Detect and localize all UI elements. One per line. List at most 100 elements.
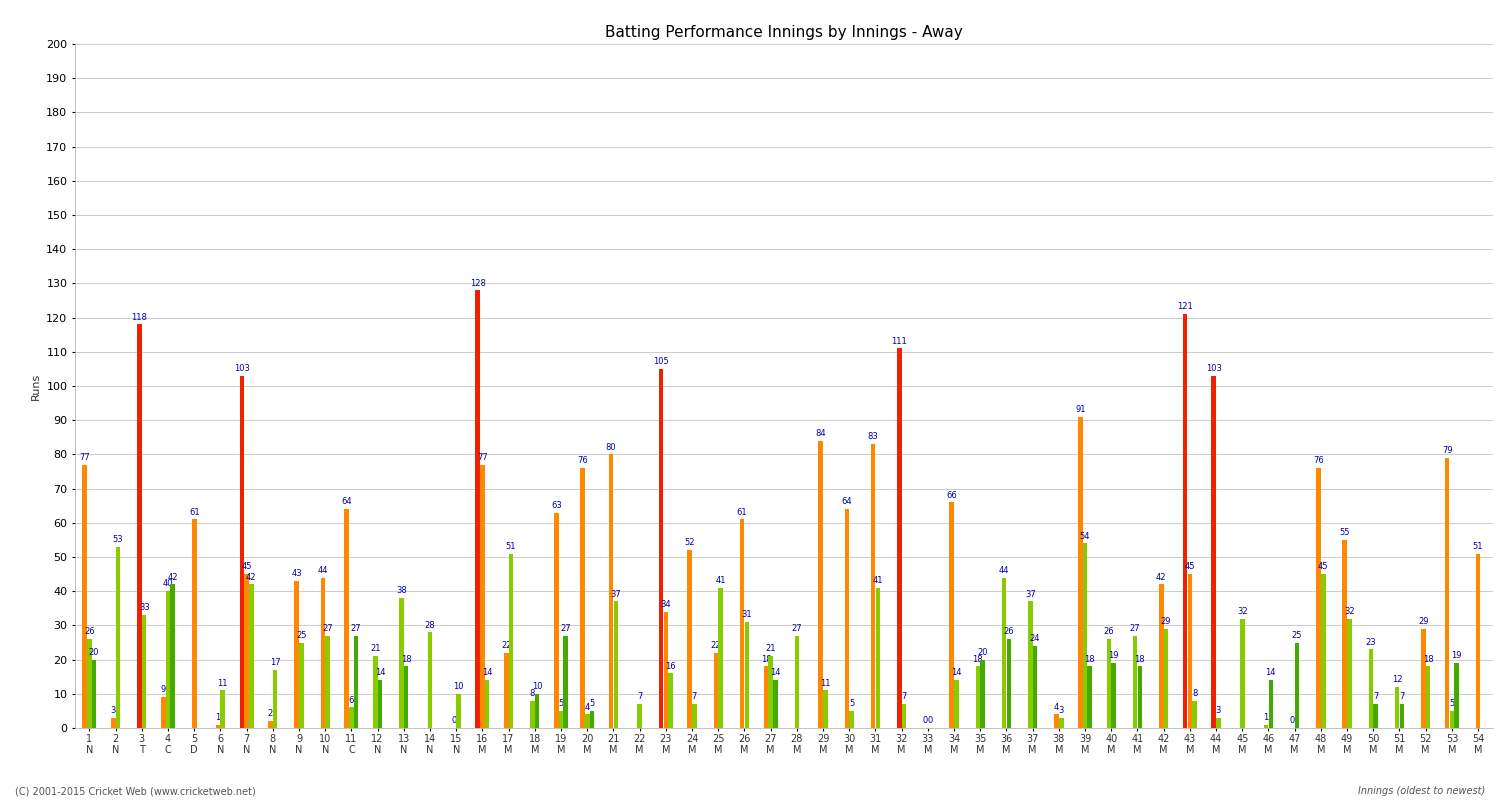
Text: 7: 7	[1372, 692, 1378, 702]
Bar	[1426, 666, 1431, 728]
Text: 43: 43	[291, 570, 302, 578]
Text: 10: 10	[532, 682, 543, 691]
Bar	[663, 612, 668, 728]
Bar	[1132, 636, 1137, 728]
Bar	[876, 588, 880, 728]
Bar	[844, 509, 849, 728]
Text: 0: 0	[927, 716, 933, 726]
Bar	[1316, 468, 1322, 728]
Bar	[399, 598, 404, 728]
Text: 64: 64	[342, 498, 352, 506]
Text: 31: 31	[741, 610, 752, 619]
Text: 41: 41	[716, 576, 726, 585]
Text: 66: 66	[946, 490, 957, 499]
Text: 24: 24	[1030, 634, 1041, 643]
Text: 118: 118	[132, 313, 147, 322]
Text: 52: 52	[684, 538, 694, 547]
Bar	[1192, 701, 1197, 728]
Text: 27: 27	[561, 624, 572, 633]
Bar	[1476, 554, 1480, 728]
Text: 20: 20	[978, 648, 988, 657]
Text: 103: 103	[234, 364, 250, 373]
Bar	[1240, 618, 1245, 728]
Bar	[326, 636, 330, 728]
Text: 105: 105	[654, 357, 669, 366]
Bar	[111, 718, 116, 728]
Text: 3: 3	[1059, 706, 1064, 715]
Bar	[1107, 639, 1112, 728]
Bar	[849, 711, 853, 728]
Bar	[1028, 602, 1032, 728]
Bar	[530, 701, 536, 728]
Bar	[220, 690, 225, 728]
Text: 19: 19	[1452, 651, 1462, 660]
Text: 7: 7	[692, 692, 698, 702]
Bar	[160, 698, 165, 728]
Text: (C) 2001-2015 Cricket Web (www.cricketweb.net): (C) 2001-2015 Cricket Web (www.cricketwe…	[15, 786, 255, 796]
Text: 8: 8	[1192, 689, 1197, 698]
Text: 3: 3	[111, 706, 116, 715]
Text: 44: 44	[999, 566, 1010, 574]
Bar	[249, 584, 254, 728]
Bar	[590, 711, 594, 728]
Text: 17: 17	[270, 658, 280, 667]
Text: 42: 42	[1156, 573, 1167, 582]
Bar	[819, 441, 824, 728]
Text: 76: 76	[1312, 456, 1324, 466]
Text: 42: 42	[246, 573, 256, 582]
Text: 2: 2	[268, 710, 273, 718]
Bar	[609, 454, 613, 728]
Text: 84: 84	[816, 429, 827, 438]
Bar	[1164, 629, 1168, 728]
Bar	[658, 369, 663, 728]
Text: 14: 14	[770, 668, 780, 678]
Text: 3: 3	[1215, 706, 1221, 715]
Text: 23: 23	[1365, 638, 1376, 646]
Bar	[427, 632, 432, 728]
Bar	[294, 581, 298, 728]
Text: 61: 61	[736, 508, 747, 517]
Bar	[321, 578, 326, 728]
Text: 10: 10	[453, 682, 464, 691]
Bar	[82, 465, 87, 728]
Text: 14: 14	[482, 668, 492, 678]
Text: 79: 79	[1442, 446, 1452, 455]
Text: 0: 0	[452, 716, 456, 726]
Text: 18: 18	[1134, 654, 1144, 664]
Text: 26: 26	[1104, 627, 1114, 636]
Bar	[92, 659, 96, 728]
Title: Batting Performance Innings by Innings - Away: Batting Performance Innings by Innings -…	[604, 25, 963, 40]
Text: 26: 26	[84, 627, 94, 636]
Text: 11: 11	[821, 678, 831, 688]
Bar	[273, 670, 278, 728]
Text: 21: 21	[370, 645, 381, 654]
Text: 21: 21	[765, 645, 776, 654]
Bar	[1007, 639, 1011, 728]
Text: 16: 16	[664, 662, 676, 670]
Text: 29: 29	[1418, 617, 1428, 626]
Bar	[954, 680, 958, 728]
Text: 0: 0	[922, 716, 928, 726]
Text: 11: 11	[217, 678, 228, 688]
Bar	[216, 725, 220, 728]
Bar	[345, 509, 350, 728]
Bar	[585, 714, 590, 728]
Text: 111: 111	[891, 337, 908, 346]
Bar	[171, 584, 176, 728]
Bar	[480, 465, 484, 728]
Bar	[744, 622, 748, 728]
Bar	[1395, 687, 1400, 728]
Text: 7: 7	[638, 692, 642, 702]
Text: 5: 5	[1449, 699, 1455, 708]
Bar	[244, 574, 249, 728]
Text: 27: 27	[351, 624, 361, 633]
Text: 33: 33	[140, 603, 150, 613]
Bar	[1188, 574, 1192, 728]
Text: 28: 28	[424, 621, 435, 630]
Text: 63: 63	[550, 501, 561, 510]
Bar	[795, 636, 800, 728]
Bar	[1083, 543, 1088, 728]
Bar	[1455, 663, 1460, 728]
Bar	[772, 680, 777, 728]
Text: 41: 41	[873, 576, 883, 585]
